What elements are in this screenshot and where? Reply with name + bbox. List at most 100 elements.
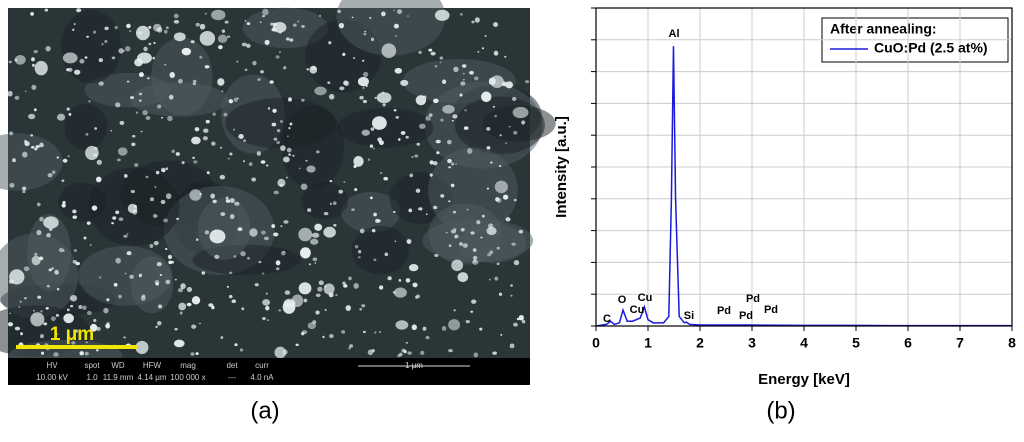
- sem-particle: [170, 260, 175, 264]
- sem-texture: [0, 0, 556, 372]
- sem-particle: [420, 350, 425, 355]
- panel-label: (a): [250, 397, 279, 424]
- sem-particle: [363, 71, 369, 78]
- sem-particle: [168, 94, 174, 100]
- info-header: det: [226, 361, 238, 370]
- sem-particle: [513, 198, 517, 202]
- sem-particle: [392, 210, 396, 214]
- sem-particle: [178, 302, 187, 311]
- sem-particle: [307, 208, 312, 212]
- sem-particle: [407, 351, 412, 355]
- sem-particle: [44, 8, 49, 12]
- sem-particle: [343, 181, 346, 183]
- sem-particle: [271, 122, 277, 127]
- sem-particle: [258, 260, 262, 264]
- info-value: 10.00 kV: [36, 373, 68, 382]
- sem-particle: [106, 298, 110, 302]
- sem-particle: [447, 158, 452, 164]
- sem-particle: [338, 22, 345, 29]
- sem-particle: [359, 308, 363, 311]
- sem-particle: [470, 231, 475, 235]
- sem-particle: [283, 220, 289, 224]
- sem-particle: [482, 214, 485, 218]
- sem-particle: [78, 305, 83, 309]
- sem-particle: [481, 91, 492, 103]
- sem-particle: [380, 172, 383, 174]
- sem-particle: [199, 193, 202, 196]
- sem-particle: [301, 331, 305, 336]
- sem-particle: [492, 351, 497, 355]
- sem-particle: [131, 142, 136, 147]
- sem-particle: [286, 176, 288, 179]
- sem-particle: [135, 25, 150, 41]
- sem-particle: [155, 325, 158, 329]
- sem-particle: [73, 249, 77, 252]
- sem-particle: [37, 295, 42, 299]
- legend-label: CuO:Pd (2.5 at%): [874, 40, 988, 56]
- sem-particle: [472, 248, 477, 252]
- sem-particle: [493, 22, 499, 27]
- sem-patch: [482, 105, 556, 142]
- sem-particle: [164, 63, 167, 66]
- sem-particle: [397, 138, 401, 141]
- sem-particle: [288, 127, 291, 130]
- sem-particle: [505, 142, 508, 144]
- sem-particle: [227, 157, 230, 160]
- sem-particle: [261, 230, 266, 235]
- sem-particle: [84, 56, 88, 59]
- sem-particle: [93, 30, 97, 34]
- sem-particle: [462, 243, 468, 248]
- sem-particle: [154, 279, 160, 285]
- sem-particle: [123, 234, 128, 238]
- sem-particle: [459, 242, 463, 246]
- sem-particle: [499, 165, 502, 168]
- sem-particle: [492, 105, 495, 108]
- sem-particle: [486, 127, 491, 131]
- sem-particle: [39, 142, 44, 148]
- sem-particle: [86, 35, 89, 38]
- sem-particle: [328, 93, 335, 100]
- sem-particle: [414, 154, 419, 158]
- sem-particle: [381, 11, 386, 17]
- sem-particle: [284, 290, 291, 295]
- sem-particle: [33, 108, 37, 112]
- sem-particle: [525, 80, 530, 84]
- sem-particle: [301, 24, 305, 28]
- info-value: ---: [228, 373, 236, 382]
- sem-particle: [510, 284, 513, 287]
- sem-particle: [257, 78, 261, 81]
- sem-particle: [276, 267, 280, 271]
- plot-frame: [595, 7, 1013, 327]
- sem-particle: [62, 52, 78, 64]
- sem-particle: [149, 244, 154, 248]
- sem-particle: [396, 9, 403, 15]
- sem-particle: [229, 271, 233, 275]
- sem-particle: [62, 158, 68, 163]
- sem-particle: [323, 283, 335, 295]
- sem-patch: [341, 191, 401, 233]
- peak-label: Pd: [717, 305, 731, 317]
- sem-particle: [110, 129, 113, 132]
- sem-particle: [165, 279, 171, 285]
- sem-particle: [62, 201, 66, 204]
- sem-particle: [69, 294, 78, 302]
- sem-particle: [361, 304, 366, 308]
- sem-particle: [115, 102, 121, 108]
- sem-particle: [280, 251, 286, 256]
- sem-particle: [248, 162, 253, 166]
- sem-particle: [442, 104, 455, 114]
- sem-particle: [67, 155, 70, 158]
- sem-particle: [204, 230, 210, 235]
- sem-particle: [265, 305, 270, 311]
- sem-particle: [47, 173, 53, 178]
- sem-particle: [353, 57, 356, 59]
- sem-particle: [315, 293, 321, 298]
- sem-particle: [494, 180, 508, 194]
- sem-particle: [246, 43, 251, 48]
- sem-particle: [505, 81, 513, 89]
- sem-particle: [286, 147, 292, 153]
- sem-particle: [177, 288, 184, 293]
- sem-particle: [323, 211, 329, 216]
- sem-particle: [220, 212, 226, 217]
- sem-particle: [58, 247, 64, 253]
